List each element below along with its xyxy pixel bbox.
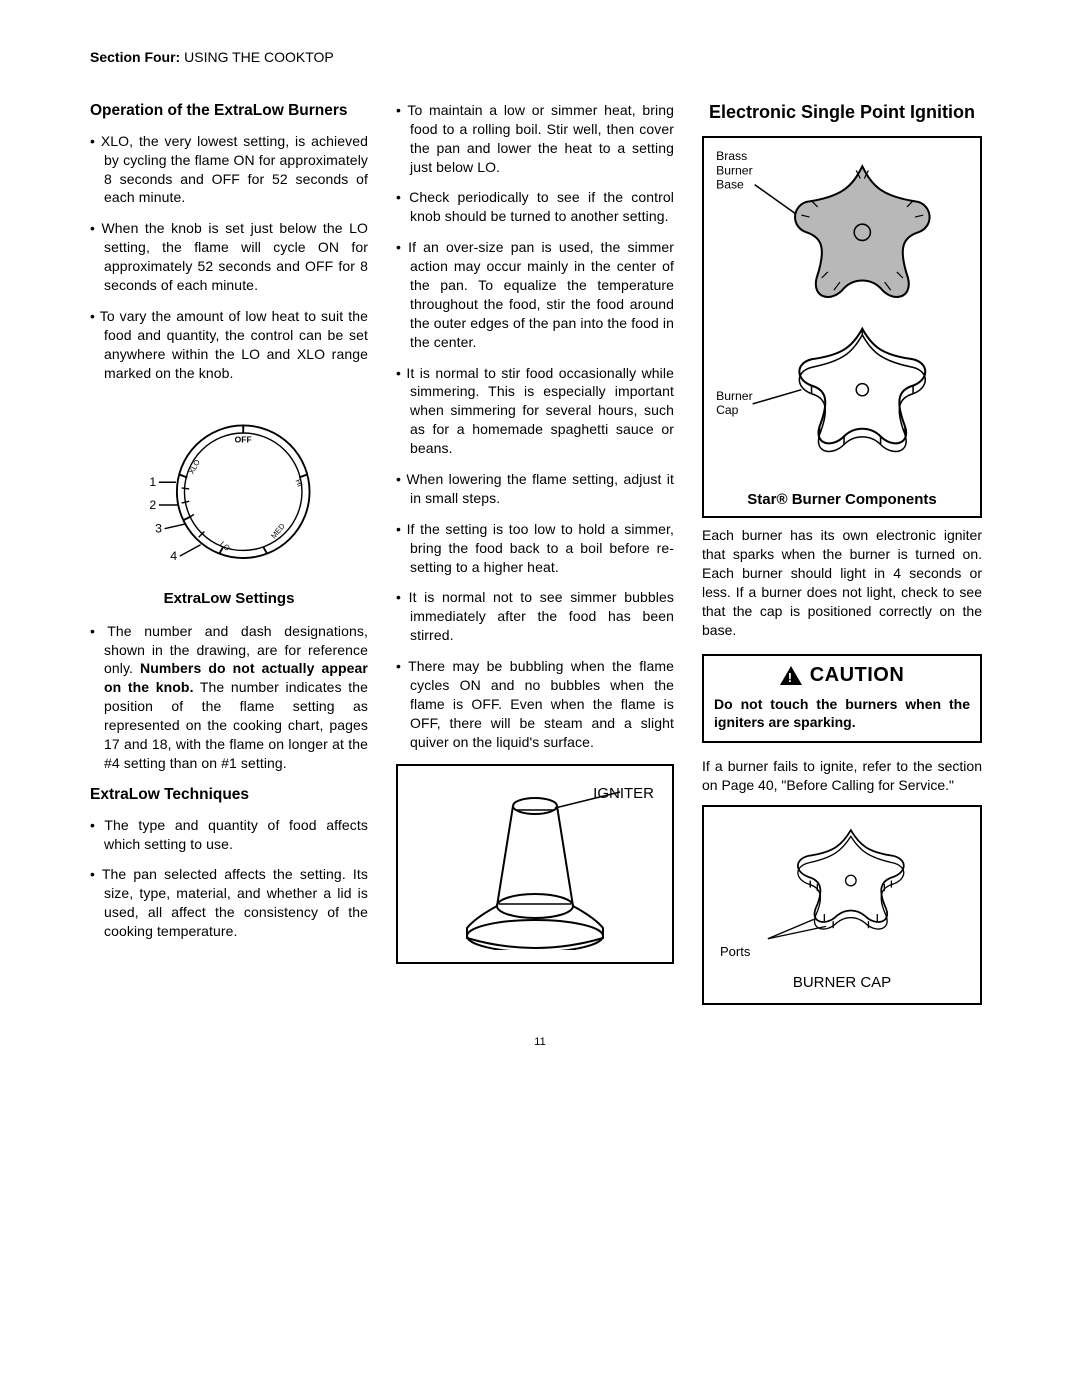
page-number: 11 bbox=[90, 1035, 990, 1050]
warning-icon bbox=[780, 666, 802, 685]
list-item: XLO, the very lowest setting, is achieve… bbox=[90, 132, 368, 208]
caution-text: Do not touch the burners when the ignite… bbox=[714, 695, 970, 731]
burner-components-svg: Brass Burner Base bbox=[710, 146, 974, 481]
list-item: If the setting is too low to hold a simm… bbox=[396, 520, 674, 577]
section-header: Section Four: USING THE COOKTOP bbox=[90, 48, 990, 67]
svg-text:1: 1 bbox=[149, 475, 156, 489]
svg-text:Brass: Brass bbox=[716, 149, 747, 163]
svg-text:Base: Base bbox=[716, 178, 744, 192]
list-settings-note: The number and dash designations, shown … bbox=[90, 622, 368, 773]
svg-text:OFF: OFF bbox=[235, 434, 252, 444]
ports-label: Ports bbox=[720, 943, 750, 961]
caution-box: CAUTION Do not touch the burners when th… bbox=[702, 654, 982, 743]
section-title: USING THE COOKTOP bbox=[184, 49, 334, 65]
burner-components-caption: Star® Burner Components bbox=[710, 490, 974, 510]
column-3: Electronic Single Point Ignition Brass B… bbox=[702, 101, 982, 1005]
list-item: The type and quantity of food affects wh… bbox=[90, 816, 368, 854]
heading-techniques: ExtraLow Techniques bbox=[90, 785, 368, 806]
svg-text:Burner: Burner bbox=[716, 164, 753, 178]
heading-ignition: Electronic Single Point Ignition bbox=[702, 101, 982, 124]
list-operation: XLO, the very lowest setting, is achieve… bbox=[90, 132, 368, 383]
svg-text:2: 2 bbox=[149, 497, 156, 511]
caution-title: CAUTION bbox=[810, 662, 905, 689]
knob-caption: ExtraLow Settings bbox=[90, 589, 368, 609]
list-item: To maintain a low or simmer heat, bring … bbox=[396, 101, 674, 177]
heading-operation: Operation of the ExtraLow Burners bbox=[90, 101, 368, 122]
list-item: To vary the amount of low heat to suit t… bbox=[90, 307, 368, 383]
paragraph-igniter: Each burner has its own electronic ignit… bbox=[702, 526, 982, 639]
svg-text:Burner: Burner bbox=[716, 389, 753, 403]
list-item: When lowering the flame setting, adjust … bbox=[396, 470, 674, 508]
list-item: It is normal not to see simmer bubbles i… bbox=[396, 588, 674, 645]
igniter-label: IGNITER bbox=[593, 784, 654, 804]
caution-header: CAUTION bbox=[714, 662, 970, 689]
svg-text:MED: MED bbox=[269, 521, 287, 540]
content-columns: Operation of the ExtraLow Burners XLO, t… bbox=[90, 101, 990, 1005]
section-label: Section Four: bbox=[90, 49, 180, 65]
list-col2: To maintain a low or simmer heat, bring … bbox=[396, 101, 674, 752]
column-1: Operation of the ExtraLow Burners XLO, t… bbox=[90, 101, 368, 1005]
list-item: There may be bubbling when the flame cyc… bbox=[396, 657, 674, 751]
igniter-figure-box: IGNITER bbox=[396, 764, 674, 964]
list-item: If an over-size pan is used, the simmer … bbox=[396, 238, 674, 351]
paragraph-fail: If a burner fails to ignite, refer to th… bbox=[702, 757, 982, 795]
list-item: Check periodically to see if the control… bbox=[396, 188, 674, 226]
list-item: The number and dash designations, shown … bbox=[90, 622, 368, 773]
svg-text:XLO: XLO bbox=[187, 457, 202, 475]
burner-cap-label: BURNER CAP bbox=[704, 973, 980, 993]
list-techniques: The type and quantity of food affects wh… bbox=[90, 816, 368, 941]
svg-text:3: 3 bbox=[155, 521, 162, 535]
burner-components-box: Brass Burner Base bbox=[702, 136, 982, 518]
burner-cap-box: Ports BURNER CAP bbox=[702, 805, 982, 1005]
knob-figure: OFF XLO LO MED HI 1 2 3 4 bbox=[90, 397, 368, 582]
column-2: To maintain a low or simmer heat, bring … bbox=[396, 101, 674, 1005]
knob-diagram-svg: OFF XLO LO MED HI 1 2 3 4 bbox=[134, 397, 324, 577]
svg-text:HI: HI bbox=[293, 477, 304, 487]
svg-text:Cap: Cap bbox=[716, 403, 739, 417]
list-item: When the knob is set just below the LO s… bbox=[90, 219, 368, 295]
burner-cap-svg bbox=[714, 817, 970, 967]
svg-text:4: 4 bbox=[170, 548, 177, 562]
list-item: It is normal to stir food occasionally w… bbox=[396, 364, 674, 458]
list-item: The pan selected affects the setting. It… bbox=[90, 865, 368, 941]
